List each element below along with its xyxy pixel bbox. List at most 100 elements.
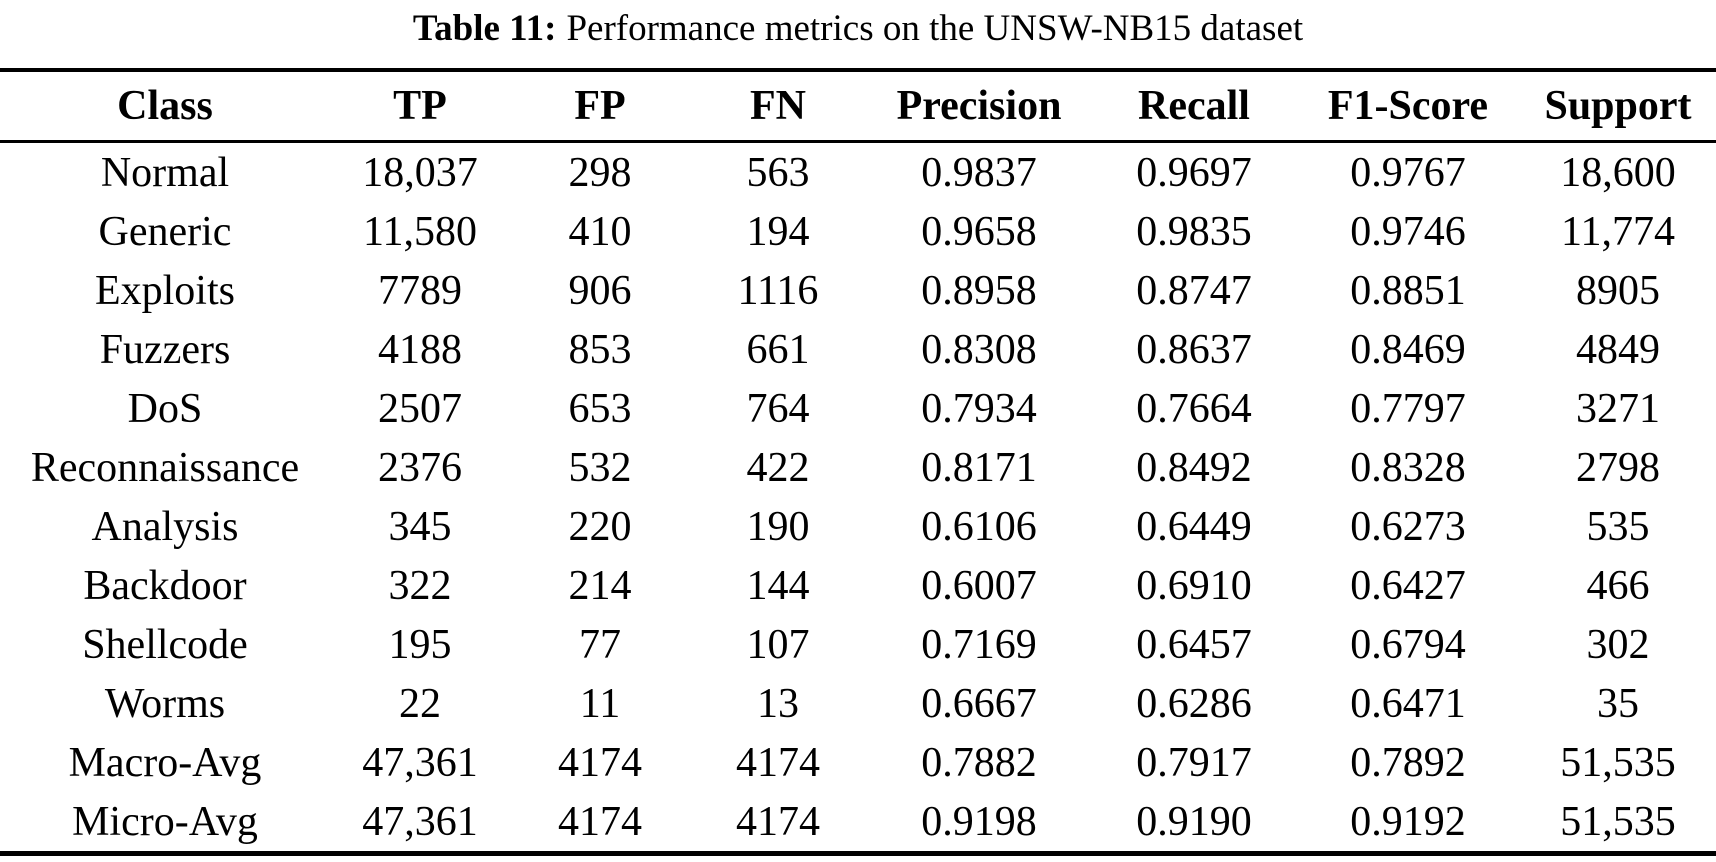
table-cell-class: Worms [104, 680, 226, 727]
table-cell-fp: 653 [568, 385, 632, 432]
table-cell-f1-score: 0.9192 [1350, 798, 1466, 845]
caption-text: Performance metrics on the UNSW-NB15 dat… [566, 8, 1304, 49]
table-cell-recall: 0.6449 [1136, 503, 1252, 550]
table-cell-precision: 0.9198 [921, 798, 1037, 845]
table-cell-class: Analysis [91, 503, 239, 550]
table-cell-f1-score: 0.6427 [1350, 562, 1466, 609]
column-header-f1-score: F1-Score [1296, 70, 1520, 143]
table-cell-recall: 0.9697 [1136, 149, 1252, 196]
table-cell-fn: 563 [746, 149, 810, 196]
table-cell-class: DoS [127, 385, 203, 432]
table-cell-fn: 422 [746, 444, 810, 491]
table-cell-fp: 4174 [558, 739, 642, 786]
table-row: Worms 22 11 13 0.6667 0.6286 0.6471 35 [0, 674, 1716, 733]
table-cell-fp: 906 [568, 267, 632, 314]
table-cell-support: 51,535 [1560, 739, 1676, 786]
table-cell-class: Macro-Avg [68, 739, 262, 786]
table-cell-fn: 4174 [736, 739, 820, 786]
table-cell-tp: 195 [388, 621, 452, 668]
table-cell-f1-score: 0.9746 [1350, 208, 1466, 255]
table-cell-f1-score: 0.7797 [1350, 385, 1466, 432]
table-row: Analysis 345 220 190 0.6106 0.6449 0.6273 535 [0, 497, 1716, 556]
table-cell-tp: 22 [399, 680, 441, 727]
table-cell-f1-score: 0.6273 [1350, 503, 1466, 550]
table-cell-support: 302 [1586, 621, 1650, 668]
table-cell-precision: 0.6007 [921, 562, 1037, 609]
column-header-precision: Precision [866, 70, 1092, 143]
table-cell-recall: 0.9190 [1136, 798, 1252, 845]
table-cell-fp: 11 [579, 680, 621, 727]
table-cell-f1-score: 0.7892 [1350, 739, 1466, 786]
table-cell-tp: 322 [388, 562, 452, 609]
table-cell-support: 2798 [1576, 444, 1660, 491]
table-cell-precision: 0.7934 [921, 385, 1037, 432]
table-cell-tp: 4188 [378, 326, 462, 373]
table-cell-fn: 4174 [736, 798, 820, 845]
table-cell-support: 51,535 [1560, 798, 1676, 845]
table-cell-fp: 220 [568, 503, 632, 550]
table-cell-support: 535 [1586, 503, 1650, 550]
table-cell-f1-score: 0.6471 [1350, 680, 1466, 727]
table-cell-tp: 11,580 [363, 208, 477, 255]
table-cell-fn: 13 [757, 680, 799, 727]
table-cell-support: 35 [1597, 680, 1639, 727]
table-cell-f1-score: 0.9767 [1350, 149, 1466, 196]
header-row: Class TP FP FN Precision Recall F1-Score… [0, 70, 1716, 143]
table-cell-class: Reconnaissance [30, 444, 300, 491]
table-cell-fp: 77 [579, 621, 621, 668]
table-cell-tp: 7789 [378, 267, 462, 314]
column-header-class: Class [0, 70, 330, 143]
table-body: Normal 18,037 298 563 0.9837 0.9697 0.9767 18,6… [0, 142, 1716, 854]
table-cell-fn: 661 [746, 326, 810, 373]
table-cell-f1-score: 0.8851 [1350, 267, 1466, 314]
table-cell-precision: 0.6667 [921, 680, 1037, 727]
table-cell-tp: 2507 [378, 385, 462, 432]
table-cell-class: Generic [98, 208, 232, 255]
table-cell-precision: 0.9658 [921, 208, 1037, 255]
table-cell-precision: 0.7169 [921, 621, 1037, 668]
table-caption: Table 11: Performance metrics on the UNSW… [0, 0, 1716, 52]
table-cell-fp: 410 [568, 208, 632, 255]
table-row: Shellcode 195 77 107 0.7169 0.6457 0.6794 302 [0, 615, 1716, 674]
table-cell-tp: 47,361 [362, 739, 478, 786]
table-row: Micro-Avg 47,361 4174 4174 0.9198 0.9190 0.919… [0, 792, 1716, 854]
table-row: Generic 11,580 410 194 0.9658 0.9835 0.9746 11,… [0, 202, 1716, 261]
table-cell-tp: 18,037 [362, 149, 478, 196]
table-cell-recall: 0.8747 [1136, 267, 1252, 314]
table-cell-fp: 853 [568, 326, 632, 373]
table-cell-f1-score: 0.8328 [1350, 444, 1466, 491]
column-header-support: Support [1520, 70, 1716, 143]
table-cell-precision: 0.8308 [921, 326, 1037, 373]
performance-metrics-table: Class TP FP FN Precision Recall F1-Score… [0, 68, 1716, 856]
column-header-tp: TP [330, 70, 510, 143]
table-cell-recall: 0.9835 [1136, 208, 1252, 255]
table-cell-support: 4849 [1576, 326, 1660, 373]
table-cell-recall: 0.6286 [1136, 680, 1252, 727]
table-row: Fuzzers 4188 853 661 0.8308 0.8637 0.8469 4849 [0, 320, 1716, 379]
table-cell-f1-score: 0.6794 [1350, 621, 1466, 668]
table-cell-tp: 345 [388, 503, 452, 550]
table-cell-precision: 0.9837 [921, 149, 1037, 196]
table-cell-fn: 190 [746, 503, 810, 550]
table-cell-recall: 0.8492 [1136, 444, 1252, 491]
table-row: Macro-Avg 47,361 4174 4174 0.7882 0.7917 0.789… [0, 733, 1716, 792]
table-cell-precision: 0.8171 [921, 444, 1037, 491]
column-header-fp: FP [510, 70, 690, 143]
table-row: Exploits 7789 906 1116 0.8958 0.8747 0.8851 890… [0, 261, 1716, 320]
table-cell-class: Backdoor [83, 562, 247, 609]
table-cell-fp: 298 [568, 149, 632, 196]
column-header-fn: FN [690, 70, 866, 143]
column-header-recall: Recall [1092, 70, 1296, 143]
table-cell-tp: 47,361 [362, 798, 478, 845]
table-cell-fp: 4174 [558, 798, 642, 845]
table-cell-class: Normal [100, 149, 230, 196]
table-cell-class: Shellcode [82, 621, 248, 668]
table-row: DoS 2507 653 764 0.7934 0.7664 0.7797 3271 [0, 379, 1716, 438]
table-cell-class: Fuzzers [99, 326, 231, 373]
table-cell-fn: 107 [746, 621, 810, 668]
table-cell-f1-score: 0.8469 [1350, 326, 1466, 373]
table-cell-fn: 764 [746, 385, 810, 432]
table-cell-precision: 0.7882 [921, 739, 1037, 786]
table-cell-class: Exploits [94, 267, 235, 314]
table-cell-fn: 194 [746, 208, 810, 255]
